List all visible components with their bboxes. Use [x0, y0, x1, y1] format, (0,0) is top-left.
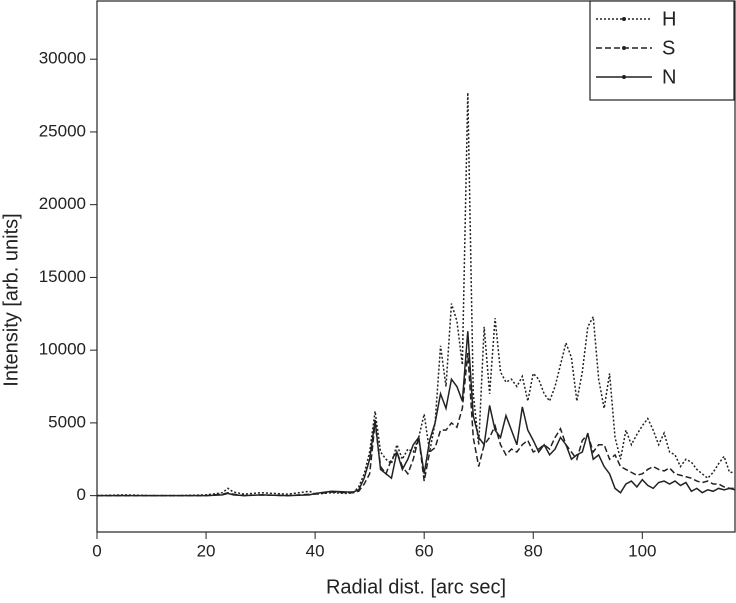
legend-marker — [622, 75, 626, 79]
x-tick-label: 20 — [197, 541, 216, 560]
legend-box — [589, 0, 735, 101]
series-line — [97, 331, 735, 497]
legend-label: H — [662, 8, 676, 30]
legend-label: N — [662, 66, 676, 88]
legend-marker — [622, 46, 626, 50]
y-tick-label: 25000 — [39, 121, 86, 140]
x-tick-label: 60 — [415, 541, 434, 560]
y-tick-label: 15000 — [39, 267, 86, 286]
legend-marker — [622, 17, 626, 21]
y-axis-label: Intensity [arb. units] — [0, 213, 22, 386]
legend-label: S — [662, 37, 675, 59]
x-tick-label: 80 — [524, 541, 543, 560]
x-axis-label: Radial dist. [arc sec] — [326, 576, 506, 598]
x-tick-label: 40 — [306, 541, 325, 560]
series-line — [97, 352, 735, 497]
x-tick-label: 100 — [628, 541, 656, 560]
y-tick-label: 30000 — [39, 49, 86, 68]
y-tick-label: 10000 — [39, 340, 86, 359]
plot-frame — [96, 0, 736, 533]
y-tick-label: 0 — [77, 485, 86, 504]
y-tick-label: 5000 — [48, 412, 86, 431]
series-line — [97, 92, 735, 497]
y-tick-label: 20000 — [39, 194, 86, 213]
x-tick-label: 0 — [92, 541, 101, 560]
